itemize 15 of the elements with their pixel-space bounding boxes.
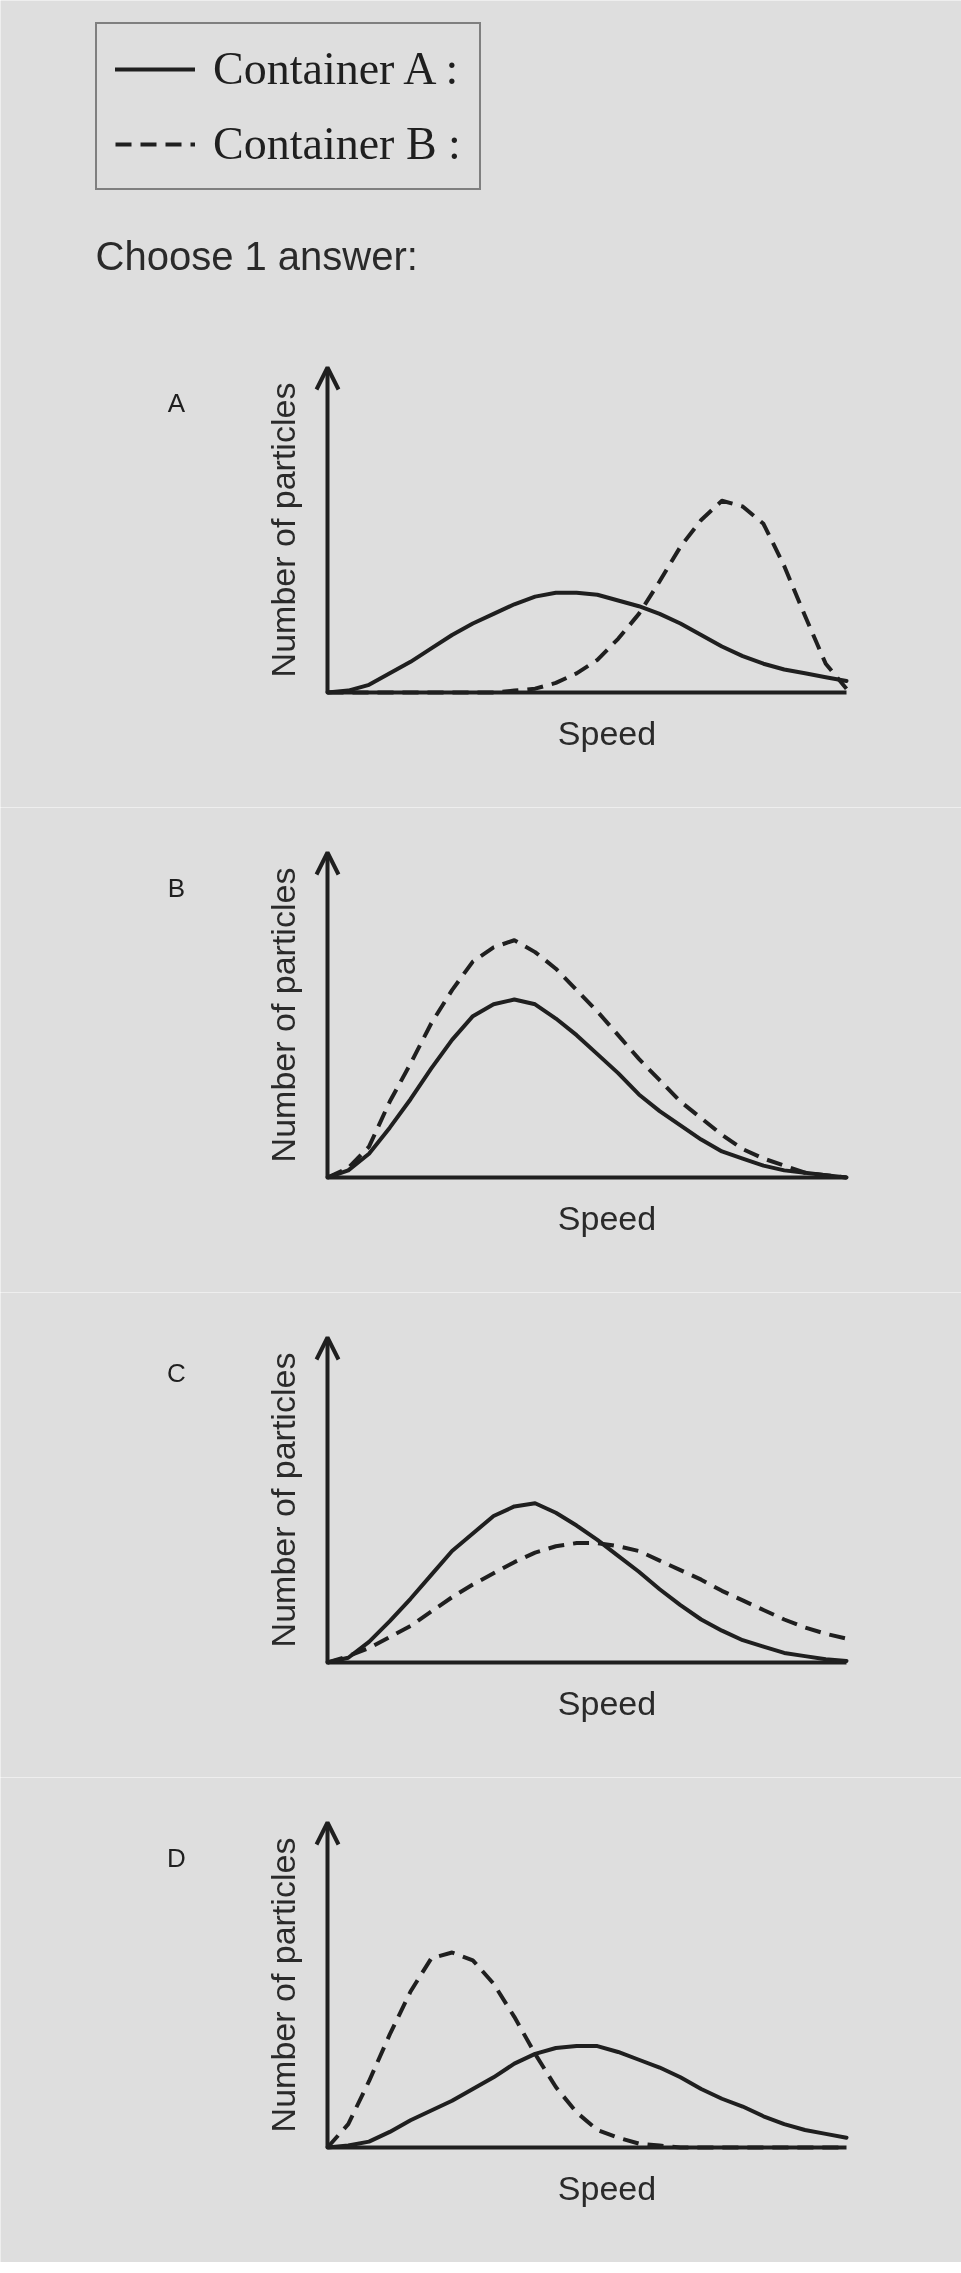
legend-label: Container B :	[213, 117, 461, 170]
y-axis-title: Number of particles	[263, 382, 302, 678]
y-axis-title: Number of particles	[263, 1837, 302, 2133]
x-axis-title: Speed	[557, 713, 657, 752]
x-axis-title: Speed	[557, 1683, 657, 1722]
chart-title: A	[167, 387, 186, 418]
chart-title: C	[167, 1357, 186, 1388]
chart-title: D	[167, 1842, 186, 1873]
y-axis-title: Number of particles	[263, 867, 302, 1163]
chart-title: B	[167, 872, 186, 903]
y-axis-title: Number of particles	[263, 1352, 302, 1648]
legend-label: Container A :	[213, 42, 459, 95]
text: Choose 1 answer:	[95, 233, 418, 278]
x-axis-title: Speed	[557, 2168, 657, 2207]
x-axis-title: Speed	[557, 1198, 657, 1237]
